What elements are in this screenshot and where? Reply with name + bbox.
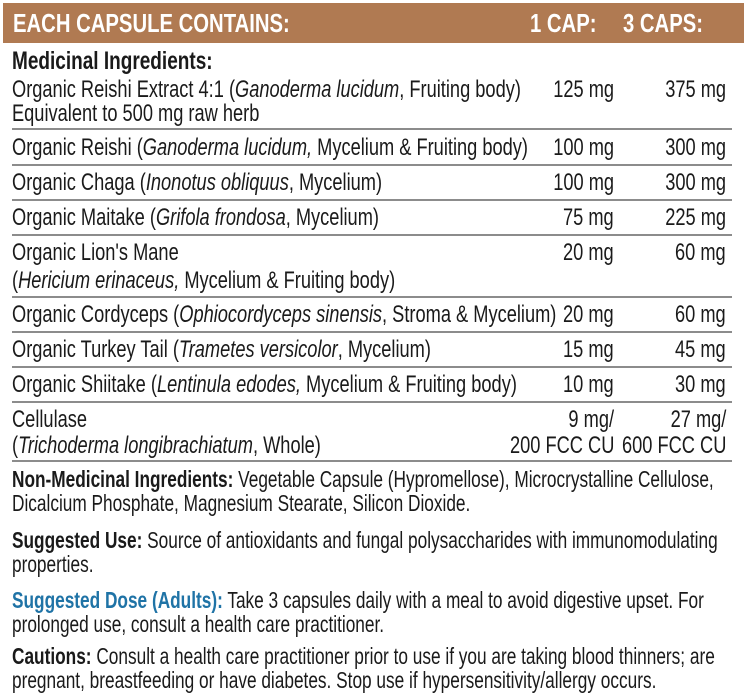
suggested-dose: Suggested Dose (Adults): Take 3 capsules… bbox=[12, 588, 747, 636]
amount-1-cap: 9 mg/ bbox=[568, 406, 614, 433]
amount-1-cap: 125 mg bbox=[553, 76, 614, 103]
activity-1-cap: 200 FCC CU bbox=[509, 432, 614, 459]
suggested-dose-label: Suggested Dose (Adults): bbox=[12, 587, 223, 613]
ingredient-latin: (Trichoderma longibrachiatum, Whole) bbox=[12, 432, 321, 459]
ingredient-name: Organic Chaga (Inonotus obliquus, Myceli… bbox=[12, 169, 383, 196]
cautions-label: Cautions: bbox=[12, 643, 92, 669]
suggested-use-text: Source of antioxidants and fungal polysa… bbox=[12, 527, 718, 577]
amount-1-cap: 100 mg bbox=[553, 169, 614, 196]
table-row: Organic Reishi (Ganoderma lucidum, Mycel… bbox=[12, 132, 732, 166]
header-title: EACH CAPSULE CONTAINS: bbox=[13, 8, 290, 38]
table-row: Organic Lion's Mane (Hericium erinaceus,… bbox=[12, 237, 732, 298]
amount-1-cap: 20 mg bbox=[563, 239, 614, 266]
table-row: Organic Reishi Extract 4:1 (Ganoderma lu… bbox=[12, 76, 732, 130]
table-row: Organic Chaga (Inonotus obliquus, Myceli… bbox=[12, 167, 732, 201]
non-medicinal-label: Non-Medicinal Ingredients: bbox=[12, 466, 234, 492]
header-col-3-caps: 3 CAPS: bbox=[623, 8, 704, 38]
table-row: Cellulase (Trichoderma longibrachiatum, … bbox=[12, 404, 732, 462]
ingredient-name: Organic Maitake (Grifola frondosa, Mycel… bbox=[12, 204, 379, 231]
amount-1-cap: 100 mg bbox=[553, 134, 614, 161]
table-header-bar: EACH CAPSULE CONTAINS: 1 CAP: 3 CAPS: bbox=[3, 3, 744, 43]
activity-3-caps: 600 FCC CU bbox=[621, 432, 726, 459]
table-row: Organic Cordyceps (Ophiocordyceps sinens… bbox=[12, 299, 732, 333]
ingredient-name: Organic Lion's Mane bbox=[12, 239, 179, 266]
medicinal-ingredients-title: Medicinal Ingredients: bbox=[12, 47, 213, 75]
non-medicinal-ingredients: Non-Medicinal Ingredients: Vegetable Cap… bbox=[12, 467, 747, 515]
table-row: Organic Shiitake (Lentinula edodes, Myce… bbox=[12, 369, 732, 403]
ingredient-name: Cellulase bbox=[12, 406, 88, 433]
amount-1-cap: 15 mg bbox=[563, 336, 614, 363]
ingredient-name: Organic Turkey Tail (Trametes versicolor… bbox=[12, 336, 431, 363]
amount-1-cap: 75 mg bbox=[563, 204, 614, 231]
amount-3-caps: 375 mg bbox=[665, 76, 726, 103]
ingredient-name: Organic Reishi (Ganoderma lucidum, Mycel… bbox=[12, 134, 528, 161]
suggested-use-label: Suggested Use: bbox=[12, 527, 143, 553]
suggested-use: Suggested Use: Source of antioxidants an… bbox=[12, 528, 747, 576]
amount-1-cap: 10 mg bbox=[563, 371, 614, 398]
amount-3-caps: 27 mg/ bbox=[670, 406, 726, 433]
cautions: Cautions: Consult a health care practiti… bbox=[12, 644, 747, 692]
amount-3-caps: 60 mg bbox=[675, 301, 726, 328]
table-row: Organic Maitake (Grifola frondosa, Mycel… bbox=[12, 202, 732, 236]
cautions-text: Consult a health care practitioner prior… bbox=[12, 643, 715, 693]
suggested-dose-text: Take 3 capsules daily with a meal to avo… bbox=[12, 587, 704, 637]
amount-3-caps: 225 mg bbox=[665, 204, 726, 231]
amount-3-caps: 300 mg bbox=[665, 134, 726, 161]
amount-3-caps: 45 mg bbox=[675, 336, 726, 363]
amount-3-caps: 30 mg bbox=[675, 371, 726, 398]
amount-1-cap: 20 mg bbox=[563, 301, 614, 328]
non-medicinal-text: Vegetable Capsule (Hypromellose), Microc… bbox=[12, 466, 714, 516]
ingredient-name: Organic Reishi Extract 4:1 (Ganoderma lu… bbox=[12, 76, 521, 103]
amount-3-caps: 300 mg bbox=[665, 169, 726, 196]
amount-3-caps: 60 mg bbox=[675, 239, 726, 266]
ingredient-name: Organic Cordyceps (Ophiocordyceps sinens… bbox=[12, 301, 557, 328]
header-col-1-cap: 1 CAP: bbox=[530, 8, 597, 38]
table-row: Organic Turkey Tail (Trametes versicolor… bbox=[12, 334, 732, 368]
ingredient-note: Equivalent to 500 mg raw herb bbox=[12, 100, 260, 127]
ingredient-name: Organic Shiitake (Lentinula edodes, Myce… bbox=[12, 371, 517, 398]
ingredient-latin: (Hericium erinaceus, Mycelium & Fruiting… bbox=[12, 267, 396, 294]
